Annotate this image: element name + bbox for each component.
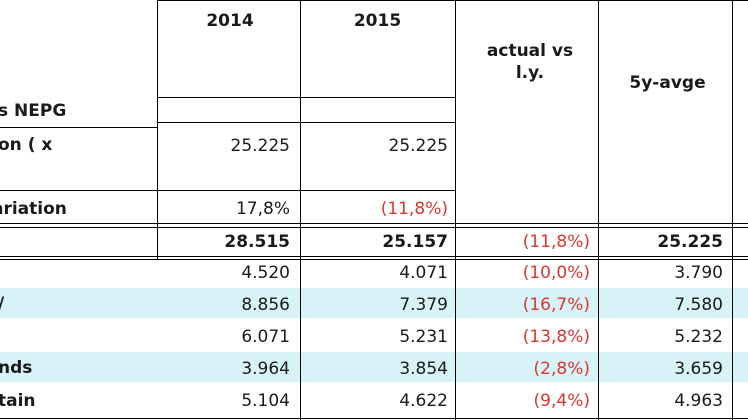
cell-actual-vs-ly: (16,7%) bbox=[522, 295, 590, 315]
cell-actual-vs-ly: (9,4%) bbox=[533, 391, 590, 411]
cell-2014: 17,8% bbox=[235, 199, 290, 219]
header-2015: 2015 bbox=[353, 11, 402, 31]
cell-2014: 6.071 bbox=[241, 327, 290, 347]
cell-2015: 4.071 bbox=[399, 263, 448, 283]
row-label: ariation bbox=[0, 199, 67, 219]
row-label: nds bbox=[0, 358, 33, 378]
cell-2015: (11,8%) bbox=[380, 199, 448, 219]
grid-line bbox=[157, 122, 455, 123]
grid-line bbox=[0, 223, 748, 224]
cell-2015: 7.379 bbox=[399, 295, 448, 315]
grid-line bbox=[455, 0, 456, 420]
cell-5y-average: 25.225 bbox=[657, 232, 723, 252]
grid-line bbox=[0, 259, 748, 260]
row-label: / bbox=[0, 293, 148, 315]
cell-5y-average: 3.790 bbox=[674, 263, 723, 283]
grid-line bbox=[0, 256, 748, 257]
cell-2014: 5.104 bbox=[241, 391, 290, 411]
cell-actual-vs-ly: (2,8%) bbox=[533, 359, 590, 379]
row-label: on ( x bbox=[0, 135, 53, 155]
cell-2014: 8.856 bbox=[241, 295, 290, 315]
cell-2014: 4.520 bbox=[241, 263, 290, 283]
cell-5y-average: 4.963 bbox=[674, 391, 723, 411]
cell-actual-vs-ly: (10,0%) bbox=[522, 263, 590, 283]
cell-2014: 25.225 bbox=[230, 136, 290, 156]
cell-2015: 25.157 bbox=[382, 232, 448, 252]
grid-line bbox=[157, 0, 748, 1]
header-2014: 2014 bbox=[206, 11, 254, 31]
cell-5y-average: 7.580 bbox=[674, 295, 723, 315]
row-stripe bbox=[0, 352, 748, 382]
grid-line bbox=[157, 97, 455, 98]
header-5y-average: 5y-avge bbox=[629, 73, 706, 93]
grid-line bbox=[0, 418, 748, 419]
grid-line bbox=[0, 227, 748, 228]
grid-line bbox=[732, 0, 733, 420]
cell-2015: 5.231 bbox=[399, 327, 448, 347]
cell-5y-average: 3.659 bbox=[674, 359, 723, 379]
grid-line bbox=[0, 127, 157, 128]
cell-5y-average: 5.232 bbox=[674, 327, 723, 347]
grid-line bbox=[300, 0, 301, 420]
row-label: s NEPG bbox=[0, 101, 67, 121]
cell-actual-vs-ly: (13,8%) bbox=[522, 327, 590, 347]
grid-line bbox=[0, 190, 455, 191]
header-actual-vs-ly: actual vs l.y. bbox=[486, 41, 574, 83]
cell-2015: 3.854 bbox=[399, 359, 448, 379]
cell-2014: 28.515 bbox=[224, 232, 290, 252]
cell-actual-vs-ly: (11,8%) bbox=[522, 232, 590, 252]
cell-2015: 25.225 bbox=[388, 136, 448, 156]
row-label: tain bbox=[0, 391, 36, 411]
row-stripe bbox=[0, 288, 748, 318]
grid-line bbox=[598, 0, 599, 420]
cell-2014: 3.964 bbox=[241, 359, 290, 379]
cell-2015: 4.622 bbox=[399, 391, 448, 411]
grid-line bbox=[157, 0, 158, 260]
